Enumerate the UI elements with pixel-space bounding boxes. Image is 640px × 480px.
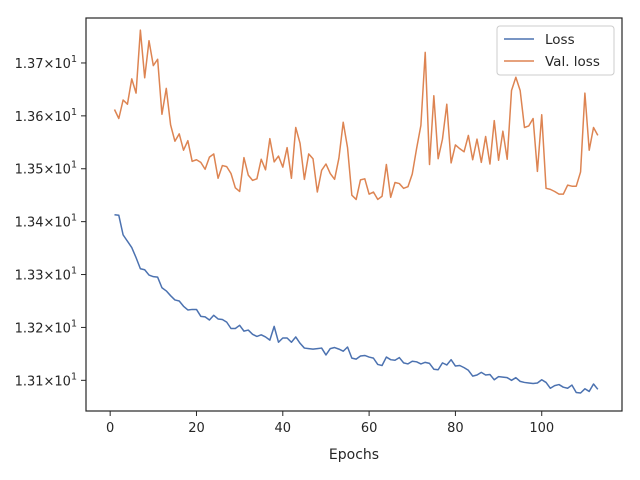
series-line-val-loss — [113, 29, 599, 201]
legend-label-val-loss: Val. loss — [545, 54, 600, 70]
x-axis-label: Epochs — [329, 447, 379, 463]
y-axis: 1.31×101 1.32×101 1.33×101 1.34×101 1.35×101… — [15, 54, 86, 389]
y-tick-label: 1.36×101 — [15, 107, 77, 125]
series-line-loss — [114, 214, 599, 394]
x-tick-label: 60 — [361, 421, 378, 436]
legend-label-loss: Loss — [545, 32, 575, 48]
plot-frame — [85, 17, 623, 412]
x-axis: 0 20 40 60 80 100 — [106, 411, 554, 436]
x-tick-label: 0 — [106, 421, 114, 436]
x-tick-label: 40 — [275, 421, 292, 436]
x-tick-label: 100 — [529, 421, 554, 436]
x-tick-label: 80 — [447, 421, 464, 436]
series-layer — [113, 29, 599, 394]
x-tick-label: 20 — [188, 421, 205, 436]
y-tick-label: 1.33×101 — [15, 266, 77, 284]
y-tick-label: 1.34×101 — [15, 213, 77, 231]
y-tick-label: 1.37×101 — [15, 54, 77, 72]
y-tick-label: 1.35×101 — [15, 160, 77, 178]
y-tick-label: 1.31×101 — [15, 371, 77, 389]
y-tick-label: 1.32×101 — [15, 318, 77, 336]
legend: Loss Val. loss — [496, 25, 615, 76]
plot-area — [86, 18, 622, 411]
